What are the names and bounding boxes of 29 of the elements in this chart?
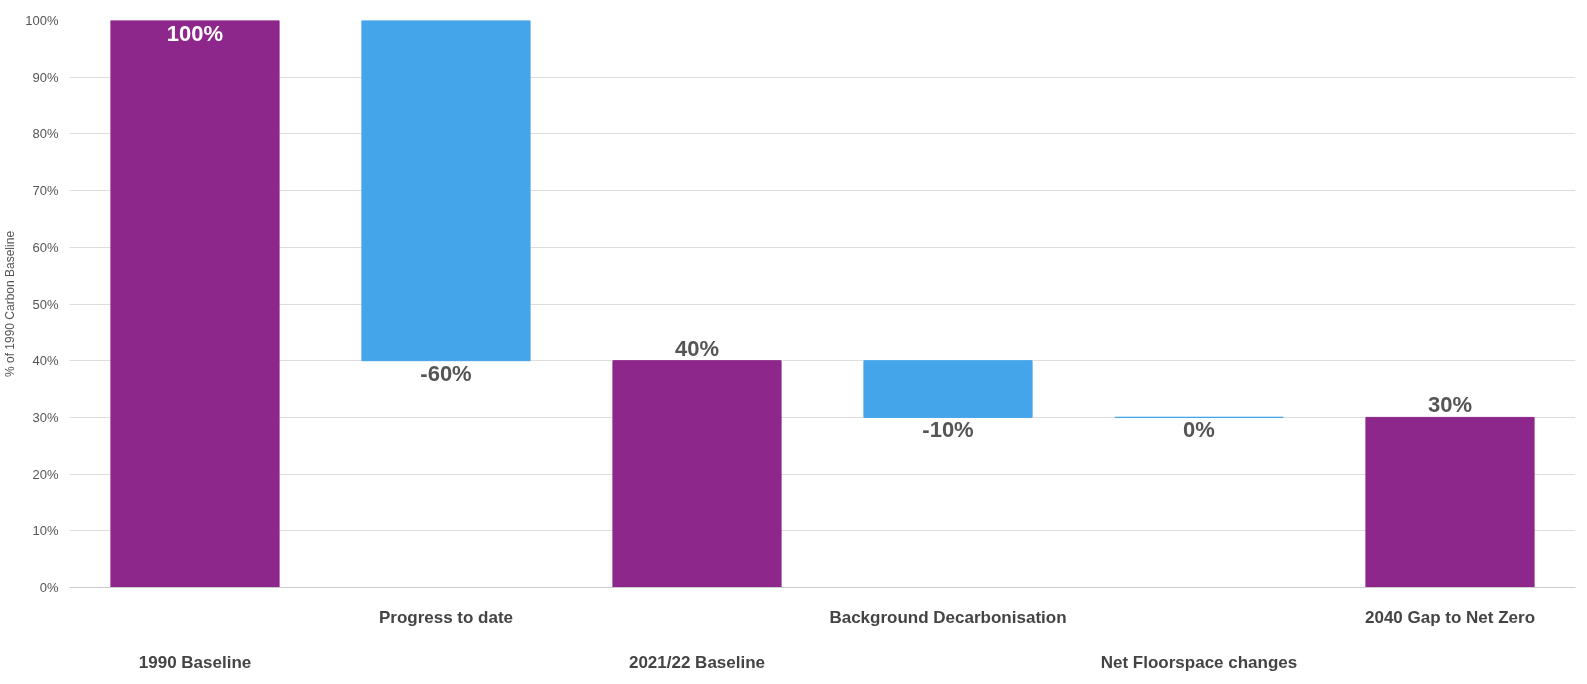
data-label: -60% bbox=[420, 360, 472, 386]
y-tick-label: 0% bbox=[39, 580, 59, 595]
y-tick-label: 30% bbox=[32, 409, 59, 425]
y-tick-label: 60% bbox=[32, 239, 59, 255]
data-label: 0% bbox=[1183, 417, 1215, 443]
data-label: 40% bbox=[674, 335, 720, 361]
bar bbox=[361, 20, 531, 362]
y-tick-label: 40% bbox=[32, 353, 59, 369]
y-axis-title: % of 1990 Carbon Baseline bbox=[3, 230, 18, 378]
data-label: 100% bbox=[166, 20, 224, 46]
x-tick-label: 2040 Gap to Net Zero bbox=[1364, 607, 1536, 627]
data-label: 30% bbox=[1427, 392, 1473, 418]
y-tick-label: 10% bbox=[32, 523, 59, 539]
y-tick-label: 80% bbox=[32, 126, 59, 142]
y-tick-label: 70% bbox=[32, 183, 59, 199]
data-label: -10% bbox=[922, 417, 974, 443]
x-tick-label: Background Decarbonisation bbox=[829, 607, 1067, 627]
x-tick-label: Net Floorspace changes bbox=[1100, 653, 1298, 673]
bar bbox=[863, 360, 1033, 418]
y-tick-label: 20% bbox=[32, 466, 59, 482]
bar bbox=[612, 360, 782, 588]
x-tick-label: 1990 Baseline bbox=[138, 653, 252, 673]
y-tick-label: 100% bbox=[25, 13, 59, 28]
x-tick-label: 2021/22 Baseline bbox=[628, 653, 766, 673]
y-tick-label: 90% bbox=[32, 69, 59, 85]
x-tick-label: Progress to date bbox=[378, 607, 514, 627]
y-tick-label: 50% bbox=[32, 296, 59, 312]
bar bbox=[1365, 416, 1535, 588]
bar bbox=[110, 20, 280, 588]
